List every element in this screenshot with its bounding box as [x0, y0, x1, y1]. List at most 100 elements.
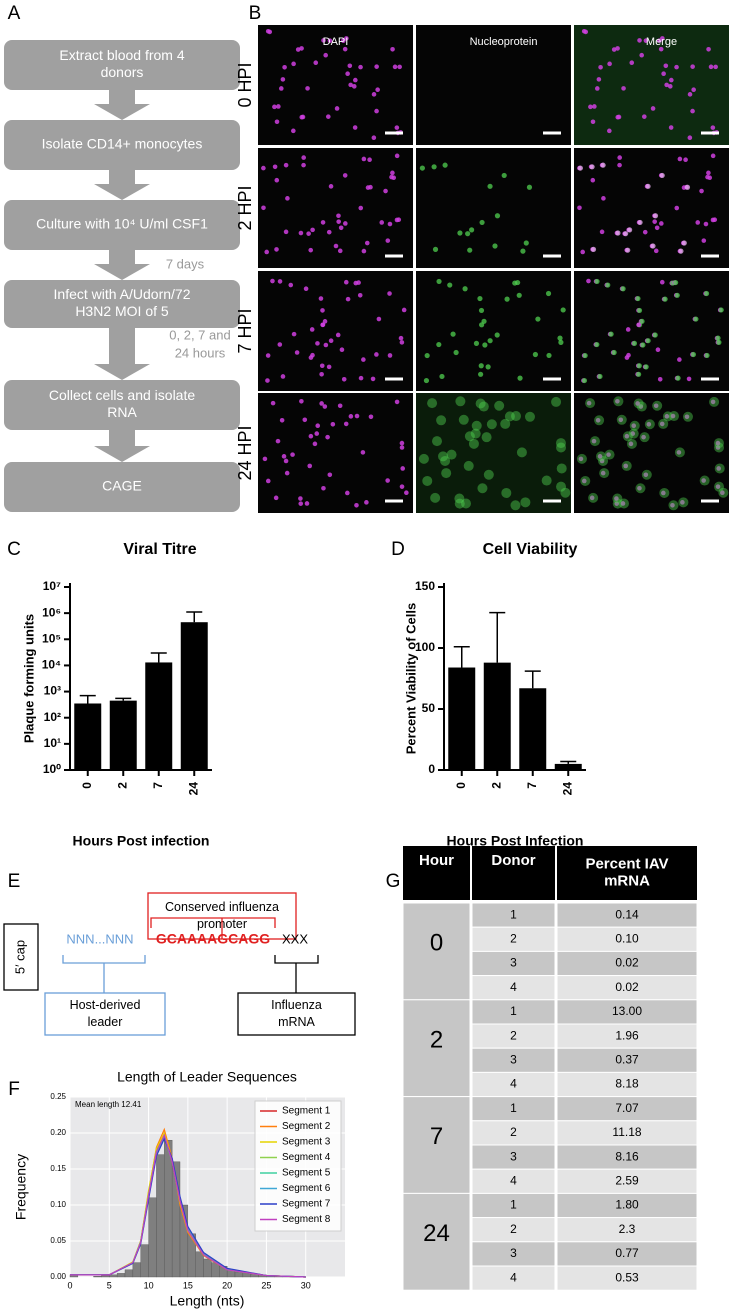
np-signal: [454, 498, 465, 509]
y-tick-label: 50: [422, 701, 436, 715]
nucleus: [659, 279, 665, 285]
nucleus: [341, 376, 347, 382]
np-signal: [478, 401, 489, 412]
np-signal: [640, 342, 646, 348]
hour-text: 2: [430, 1026, 443, 1053]
nucleus: [597, 454, 603, 459]
cell-text: 2: [510, 931, 517, 945]
nucleus: [261, 205, 266, 211]
np-signal: [555, 438, 566, 449]
np-signal: [446, 449, 457, 460]
nucleus: [623, 463, 629, 469]
nucleus: [677, 357, 682, 362]
np-signal: [633, 398, 644, 409]
x-tick-label: 25: [261, 1280, 271, 1290]
mrna-box-text: mRNA: [278, 1015, 315, 1029]
table-cell: [471, 975, 556, 1001]
table-cell: [471, 926, 556, 952]
histogram-bar: [148, 1197, 157, 1278]
nucleus: [387, 221, 393, 227]
nucleus: [304, 501, 310, 506]
nucleus: [580, 249, 586, 255]
np-signal: [625, 247, 631, 253]
np-signal: [438, 451, 449, 462]
column-label: DAPI: [323, 36, 349, 48]
nucleus: [687, 92, 693, 97]
table-cell: [556, 1217, 698, 1243]
legend-label: Segment 5: [282, 1168, 331, 1179]
nucleus: [283, 162, 289, 168]
table-cell: [556, 950, 698, 977]
histogram-bar: [132, 1262, 141, 1278]
nucleus: [351, 84, 357, 89]
header-text: Hour: [419, 852, 454, 869]
nucleus: [591, 438, 597, 444]
np-signal: [504, 296, 510, 302]
mrna-seq: XXX: [282, 931, 308, 946]
table-cell: [556, 902, 698, 928]
legend-label: Segment 4: [282, 1152, 331, 1163]
np-signal: [455, 396, 466, 407]
nucleus: [364, 240, 370, 246]
np-signal: [453, 349, 459, 356]
table-cell: [556, 975, 698, 1001]
np-signal: [558, 339, 564, 345]
nucleus: [691, 87, 696, 93]
nucleus: [676, 450, 682, 455]
np-signal: [650, 243, 656, 249]
row-label: 2 HPI: [235, 185, 255, 230]
nucleus: [598, 65, 603, 70]
nucleus: [358, 205, 364, 211]
nucleus: [314, 431, 320, 436]
nucleus: [385, 238, 391, 243]
nucleus: [607, 61, 612, 67]
np-signal: [618, 498, 629, 509]
np-signal: [594, 278, 600, 285]
np-signal: [532, 351, 538, 358]
nucleus: [270, 400, 276, 406]
nucleus: [309, 327, 315, 332]
np-signal: [637, 219, 643, 226]
leader-box: [44, 992, 166, 1036]
nucleus: [320, 322, 326, 328]
nucleus: [315, 341, 320, 346]
np-signal: [690, 351, 696, 358]
chart-title: Length of Leader Sequences: [117, 1069, 297, 1085]
y-tick-label: 0.20: [50, 1128, 66, 1137]
np-signal: [699, 475, 710, 486]
histogram-bar: [116, 1273, 126, 1278]
nucleus: [270, 278, 275, 284]
nucleus: [397, 64, 402, 70]
column-label: Nucleoprotein: [470, 36, 538, 48]
table-cell: [471, 1120, 556, 1146]
nucleus: [710, 125, 716, 130]
nucleus: [637, 485, 642, 491]
cell-text: 3: [510, 1149, 517, 1163]
np-signal: [431, 436, 442, 447]
nucleus: [399, 445, 405, 450]
np-signal: [718, 307, 724, 313]
nucleus: [301, 162, 306, 168]
header-cell: [557, 846, 697, 900]
np-signal: [470, 428, 481, 439]
nucleus: [322, 319, 328, 324]
nucleus: [290, 452, 295, 457]
flow-step-text: Extract blood from 4: [59, 47, 184, 63]
np-signal: [450, 331, 456, 337]
bar: [554, 763, 582, 770]
nucleus: [398, 335, 404, 341]
x-axis-label: Hours Post Infection: [447, 833, 584, 849]
np-signal: [597, 373, 603, 380]
table-cell: [556, 1023, 698, 1049]
micrograph: [574, 148, 729, 268]
np-signal: [551, 396, 562, 407]
np-signal: [590, 246, 597, 252]
np-signal: [432, 246, 439, 252]
legend-label: Segment 8: [282, 1214, 331, 1225]
nucleus: [319, 401, 324, 406]
np-signal: [556, 481, 567, 492]
flow-step-text: RNA: [107, 404, 137, 420]
np-signal: [652, 332, 658, 338]
nucleus: [283, 458, 289, 464]
cell-text: 8.18: [615, 1077, 639, 1091]
